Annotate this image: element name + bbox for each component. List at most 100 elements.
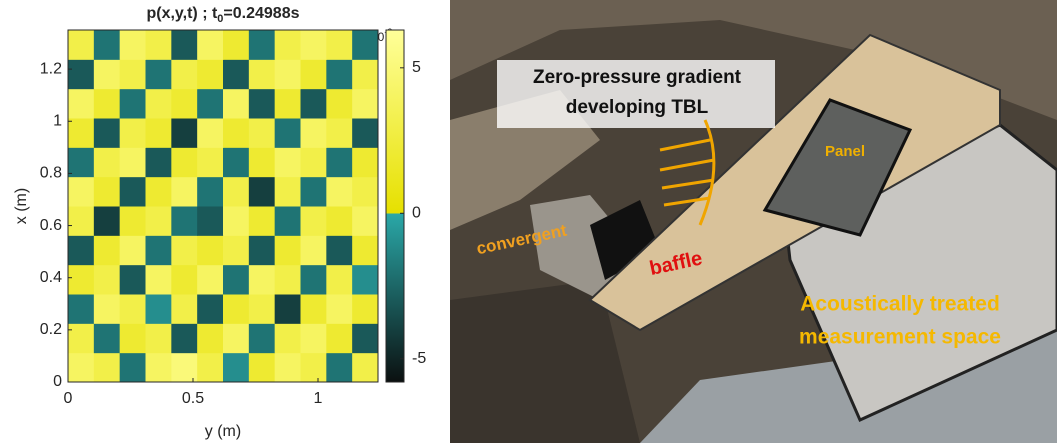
x-tick-label: 0.5 xyxy=(182,390,204,407)
heat-cell xyxy=(171,118,197,148)
heat-cell xyxy=(352,265,378,295)
heat-cell xyxy=(249,353,275,383)
heat-cell xyxy=(120,59,146,89)
heat-cell xyxy=(120,353,146,383)
heat-cell xyxy=(120,235,146,265)
heat-cell xyxy=(146,30,172,60)
heat-cell xyxy=(146,353,172,383)
heat-cell xyxy=(223,177,249,207)
heat-cell xyxy=(275,177,301,207)
figure: p(x,y,t) ; t0=0.24988s y (m) x (m) ×10-3… xyxy=(0,0,1057,443)
heat-cell xyxy=(352,89,378,119)
heat-cell xyxy=(301,177,327,207)
y-tick-label: 0.8 xyxy=(40,165,62,182)
heat-cell xyxy=(120,118,146,148)
heat-cell xyxy=(171,206,197,236)
heat-cell xyxy=(197,235,223,265)
heat-cell xyxy=(146,177,172,207)
y-tick-label: 1.2 xyxy=(40,60,62,77)
title-end: =0.24988s xyxy=(223,5,299,22)
heat-cell xyxy=(120,265,146,295)
colorbar-tick-label: 0 xyxy=(412,204,421,221)
heat-cell xyxy=(326,30,352,60)
heat-cell xyxy=(326,147,352,177)
title-main: p(x,y,t) ; t xyxy=(146,5,217,22)
heat-cell xyxy=(352,235,378,265)
heat-cell xyxy=(94,206,120,236)
x-tick-label: 0 xyxy=(64,390,73,407)
heat-cell xyxy=(197,118,223,148)
heat-cell xyxy=(352,30,378,60)
heat-cell xyxy=(68,147,94,177)
space-label: measurement space xyxy=(799,326,1001,349)
heat-cell xyxy=(197,30,223,60)
heat-cell xyxy=(326,294,352,324)
heat-cell xyxy=(275,89,301,119)
heat-cell xyxy=(223,235,249,265)
heat-cell xyxy=(197,59,223,89)
heat-cell xyxy=(275,206,301,236)
heat-cell xyxy=(223,89,249,119)
heatmap xyxy=(68,30,379,383)
heat-cell xyxy=(326,59,352,89)
heat-cell xyxy=(171,30,197,60)
heat-cell xyxy=(197,353,223,383)
tbl-label: developing TBL xyxy=(566,97,709,118)
heat-cell xyxy=(68,265,94,295)
heat-cell xyxy=(249,265,275,295)
heat-cell xyxy=(94,147,120,177)
heat-cell xyxy=(352,206,378,236)
heat-cell xyxy=(275,294,301,324)
heat-cell xyxy=(94,177,120,207)
heat-cell xyxy=(352,323,378,353)
heat-cell xyxy=(223,206,249,236)
heat-cell xyxy=(68,89,94,119)
heat-cell xyxy=(120,89,146,119)
heat-cell xyxy=(146,206,172,236)
heat-cell xyxy=(249,59,275,89)
heat-cell xyxy=(171,265,197,295)
x-axis-label: y (m) xyxy=(205,423,241,440)
heat-cell xyxy=(68,30,94,60)
y-tick-label: 0.4 xyxy=(40,269,62,286)
heat-cell xyxy=(68,118,94,148)
heat-cell xyxy=(197,323,223,353)
colorbar xyxy=(386,30,404,382)
heat-cell xyxy=(301,353,327,383)
heat-cell xyxy=(326,235,352,265)
heat-cell xyxy=(146,294,172,324)
colorbar-tick-label: -5 xyxy=(412,350,426,367)
heat-cell xyxy=(301,294,327,324)
y-tick-label: 0 xyxy=(53,373,62,390)
heat-cell xyxy=(94,323,120,353)
heat-cell xyxy=(120,177,146,207)
heat-cell xyxy=(146,89,172,119)
heat-cell xyxy=(120,30,146,60)
heat-cell xyxy=(68,206,94,236)
y-tick-label: 0.2 xyxy=(40,321,62,338)
heat-cell xyxy=(197,206,223,236)
heat-cell xyxy=(197,265,223,295)
heat-cell xyxy=(94,353,120,383)
heat-cell xyxy=(275,30,301,60)
chart-title: p(x,y,t) ; t0=0.24988s xyxy=(146,5,299,25)
heat-cell xyxy=(197,89,223,119)
heat-cell xyxy=(94,235,120,265)
heat-cell xyxy=(68,59,94,89)
heat-cell xyxy=(352,353,378,383)
heat-cell xyxy=(301,265,327,295)
heat-cell xyxy=(352,294,378,324)
panel-label: Panel xyxy=(825,143,865,160)
photo: Zero-pressure gradient developing TBL Pa… xyxy=(450,0,1057,443)
x-tick-label: 1 xyxy=(314,390,323,407)
heat-cell xyxy=(275,323,301,353)
colorbar-tick-label: 5 xyxy=(412,59,421,76)
heat-cell xyxy=(171,59,197,89)
heat-cell xyxy=(171,147,197,177)
heat-cell xyxy=(352,59,378,89)
heat-cell xyxy=(94,30,120,60)
space-label: Acoustically treated xyxy=(800,293,1000,316)
heat-cell xyxy=(94,265,120,295)
heat-cell xyxy=(326,265,352,295)
heat-cell xyxy=(249,30,275,60)
